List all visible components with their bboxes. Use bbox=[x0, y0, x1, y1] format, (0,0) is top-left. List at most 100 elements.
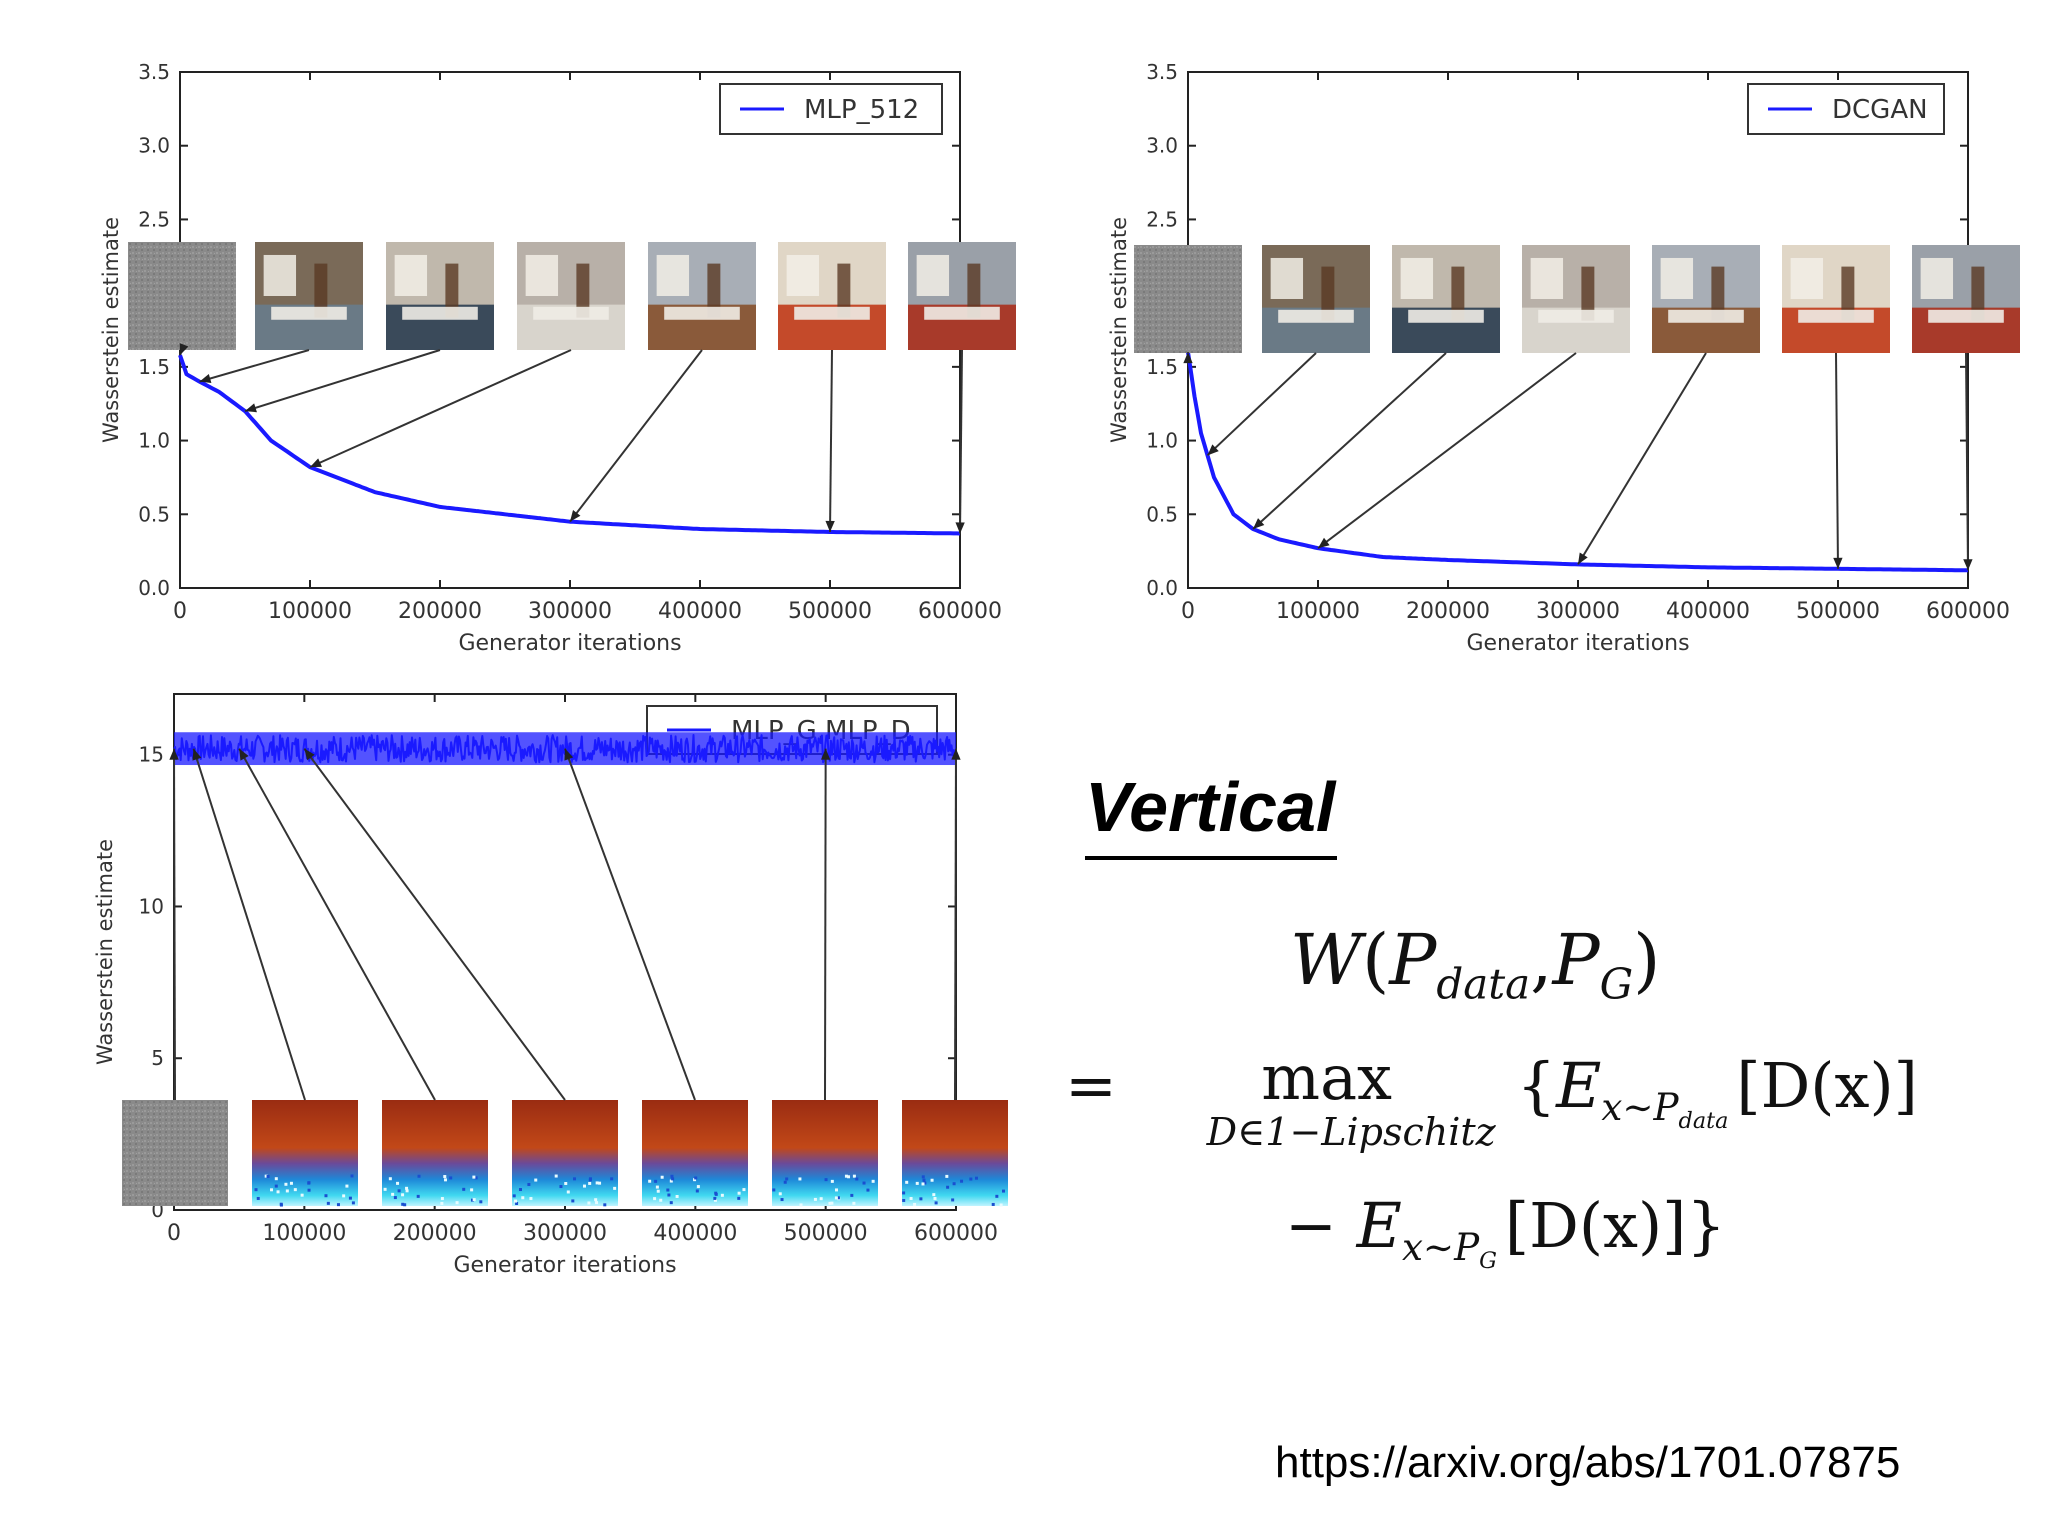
sample-post bbox=[1841, 266, 1855, 321]
sample-speckle bbox=[932, 1193, 936, 1197]
y-tick-label: 1.0 bbox=[138, 429, 170, 453]
sample-post bbox=[967, 263, 981, 318]
annotation-arrow bbox=[309, 349, 572, 469]
sample-window bbox=[1530, 257, 1564, 299]
sample-post bbox=[1581, 266, 1595, 321]
x-tick-label: 200000 bbox=[1406, 599, 1490, 624]
sample-sheet bbox=[664, 306, 740, 320]
annotation-arrow bbox=[173, 748, 176, 1101]
sample-thumbnail bbox=[1134, 245, 1242, 353]
x-tick-label: 400000 bbox=[653, 1221, 737, 1246]
formula-line-2: = max D∈1−Lipschitz {Ex∼Pdata [D(x)] bbox=[1065, 1041, 1918, 1154]
sample-speckle bbox=[416, 1194, 420, 1198]
sample-thumbnail bbox=[648, 242, 756, 350]
sample-sheet bbox=[794, 306, 870, 320]
sample-sheet bbox=[1278, 309, 1354, 323]
annotation-arrow bbox=[1577, 352, 1707, 565]
chart-panel-3: 0 100000 200000 300000 400000 500000 600000051… bbox=[93, 693, 1008, 1278]
sample-speckle bbox=[351, 1201, 355, 1205]
sample-post bbox=[576, 263, 590, 318]
sample-speckle bbox=[695, 1189, 699, 1193]
sample-speckle bbox=[930, 1178, 934, 1182]
annotation-arrowhead bbox=[1318, 537, 1330, 549]
x-tick-label: 0 bbox=[173, 599, 187, 624]
annotation-arrow bbox=[569, 349, 703, 523]
sample-sheet bbox=[1408, 309, 1484, 323]
sample-speckle bbox=[783, 1180, 787, 1184]
sample-speckle bbox=[300, 1193, 304, 1197]
sample-speckle bbox=[919, 1197, 923, 1201]
sample-speckle bbox=[276, 1190, 280, 1194]
sample-speckle bbox=[834, 1188, 838, 1192]
sample-speckle bbox=[828, 1201, 832, 1205]
sample-speckle bbox=[659, 1198, 663, 1202]
x-axis-label: Generator iterations bbox=[1466, 631, 1689, 656]
sample-speckle bbox=[799, 1203, 803, 1207]
sample-speckle bbox=[324, 1194, 328, 1198]
formula-line-1: W(Pdata,PG) bbox=[1290, 919, 1661, 1009]
annotation-arrowhead bbox=[1207, 444, 1219, 456]
sample-speckle bbox=[813, 1197, 817, 1201]
sample-speckle bbox=[785, 1177, 789, 1181]
sample-speckle bbox=[737, 1196, 741, 1200]
y-tick-label: 3.5 bbox=[138, 60, 170, 84]
y-tick-label: 5 bbox=[151, 1046, 164, 1070]
sample-speckle bbox=[720, 1193, 724, 1197]
sample-speckle bbox=[462, 1187, 466, 1191]
sample-speckle bbox=[905, 1180, 909, 1184]
y-tick-label: 3.0 bbox=[1146, 134, 1178, 158]
sample-speckle bbox=[819, 1197, 823, 1201]
sample-speckle bbox=[669, 1201, 673, 1205]
sample-speckle bbox=[397, 1189, 401, 1193]
sample-speckle bbox=[921, 1182, 925, 1186]
sample-noise bbox=[122, 1100, 228, 1206]
sample-speckle bbox=[443, 1178, 447, 1182]
sample-speckle bbox=[656, 1189, 660, 1193]
sample-sheet bbox=[533, 306, 609, 320]
sample-post bbox=[707, 263, 721, 318]
y-tick-label: 1.5 bbox=[138, 355, 170, 379]
annotation-arrow bbox=[1965, 352, 1969, 571]
x-tick-label: 500000 bbox=[788, 599, 872, 624]
sample-speckle bbox=[564, 1181, 568, 1185]
sample-speckle bbox=[573, 1177, 577, 1181]
sample-speckle bbox=[274, 1177, 278, 1181]
annotation-arrow bbox=[1252, 352, 1447, 530]
sample-speckle bbox=[472, 1175, 476, 1179]
sample-window bbox=[525, 254, 559, 296]
sample-speckle bbox=[350, 1174, 354, 1178]
sample-speckle bbox=[270, 1188, 274, 1192]
sample-speckle bbox=[514, 1199, 518, 1203]
sample-speckle bbox=[285, 1189, 289, 1193]
sample-speckle bbox=[922, 1178, 926, 1182]
sample-thumbnail bbox=[778, 242, 886, 350]
sample-thermal bbox=[512, 1100, 618, 1206]
sample-speckle bbox=[293, 1188, 297, 1192]
sample-speckle bbox=[995, 1194, 999, 1198]
annotation-arrow bbox=[959, 349, 963, 534]
sample-speckle bbox=[951, 1198, 955, 1202]
sample-speckle bbox=[529, 1197, 533, 1201]
source-url[interactable]: https://arxiv.org/abs/1701.07875 bbox=[1275, 1438, 1901, 1487]
x-tick-label: 100000 bbox=[268, 599, 352, 624]
annotation-arrowhead bbox=[169, 748, 179, 760]
sample-speckle bbox=[470, 1188, 474, 1192]
chart-panel-2: 0 100000 200000 300000 400000 500000 600000 0.0… bbox=[1107, 60, 2020, 656]
x-tick-label: 200000 bbox=[398, 599, 482, 624]
sample-speckle bbox=[654, 1179, 658, 1183]
sample-speckle bbox=[391, 1192, 395, 1196]
sample-speckle bbox=[969, 1177, 973, 1181]
sample-speckle bbox=[675, 1195, 679, 1199]
sample-speckle bbox=[336, 1203, 340, 1207]
sample-sheet bbox=[1668, 309, 1744, 323]
sample-speckle bbox=[660, 1175, 664, 1179]
series-line bbox=[1186, 351, 1968, 573]
sample-window bbox=[656, 254, 690, 296]
sample-speckle bbox=[909, 1197, 913, 1201]
annotation-arrowhead bbox=[199, 374, 212, 384]
sample-speckle bbox=[913, 1202, 917, 1206]
annotation-arrow bbox=[829, 349, 833, 532]
x-tick-label: 400000 bbox=[658, 599, 742, 624]
annotation-arrowhead bbox=[310, 458, 322, 468]
sample-speckle bbox=[455, 1201, 459, 1205]
